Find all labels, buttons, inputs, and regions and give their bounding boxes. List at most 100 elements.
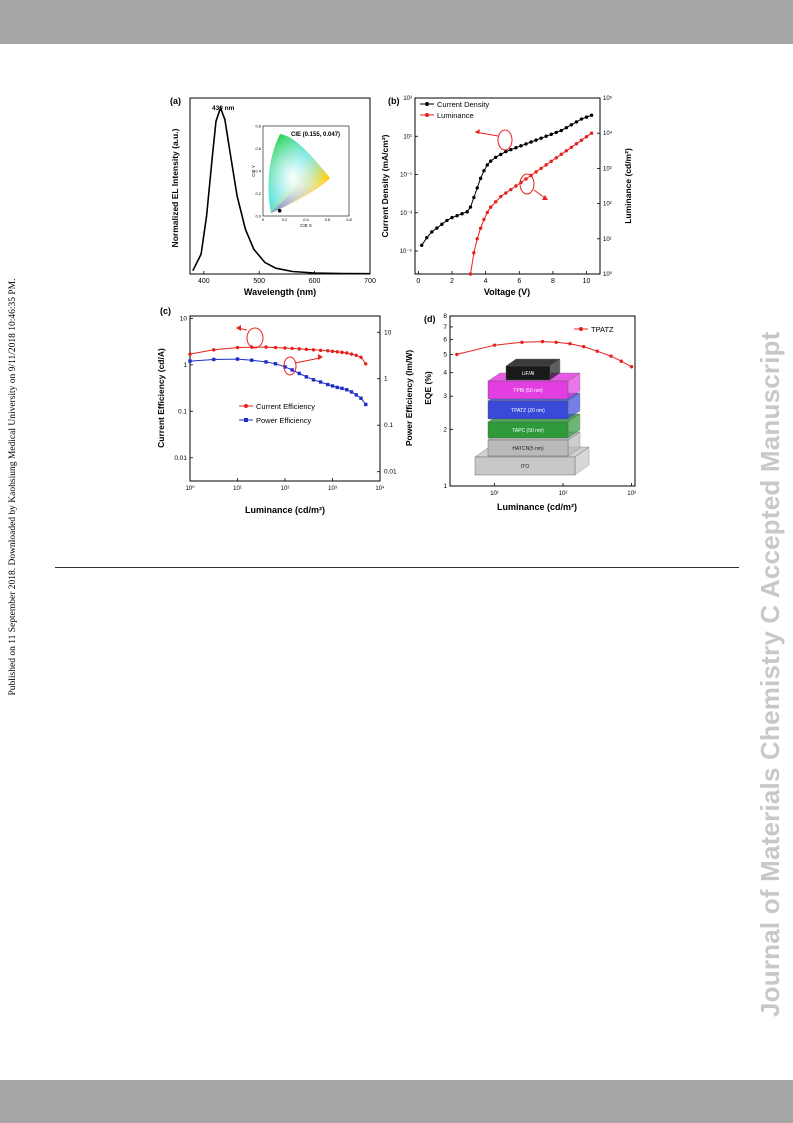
cie-x-tick-label: 0.6 [325, 217, 331, 222]
panel-b-data-point [574, 142, 579, 146]
cie-y-tick-label: 0.4 [255, 169, 261, 174]
panel-c-data-point [188, 359, 192, 363]
panel-c-y-right-tick-label: 10 [384, 329, 392, 336]
panel-c-y-axis-label: Current Efficiency (cd/A) [156, 348, 166, 448]
panel-c-y-tick-label: 10 [180, 315, 188, 322]
panel-b-data-point [564, 149, 569, 153]
panel-d-y-tick-label: 2 [443, 426, 447, 433]
panel-b-data-point [475, 186, 479, 190]
panel-c-data-point [273, 345, 278, 350]
panel-d-data-point [554, 340, 558, 344]
panel-c-current-ellipse [246, 327, 264, 349]
panel-b-data-point [472, 195, 476, 200]
panel-b-data-point [569, 123, 574, 127]
panel-b-data-point [485, 210, 490, 215]
panel-d-x-tick-label: 10³ [627, 491, 636, 497]
panel-c-data-point [264, 360, 268, 364]
panel-d-data-point [568, 342, 572, 346]
separator-line [55, 567, 739, 568]
device-layer-front [487, 439, 569, 457]
panel-c-right-arrowhead [318, 354, 323, 360]
panel-b-series-line [421, 114, 592, 246]
panel-b-y-tick-label: 10⁻⁵ [400, 248, 413, 255]
cie-white-region [268, 134, 330, 213]
cie-x-tick-label: 0.2 [282, 217, 288, 222]
cie-coordinate-point [277, 208, 282, 213]
panel-c-legend-marker-current [244, 404, 248, 408]
panel-c-legend-current: Current Efficiency [256, 402, 315, 411]
panel-c-data-point [364, 362, 368, 366]
panel-b-data-point [574, 120, 579, 124]
panel-b-data-point [488, 205, 493, 209]
panel-d-data-point [520, 340, 524, 344]
panel-d-legend-tpatz: TPATZ [591, 325, 614, 334]
device-layer-label: HATCN(5 nm) [512, 446, 544, 452]
panel-c-data-point [235, 345, 240, 350]
panel-b-data-point [584, 135, 589, 139]
cie-y-label: CIE Y [251, 165, 256, 177]
panel-c-y-right-tick-label: 1 [384, 376, 388, 383]
panel-b-x-tick-label: 0 [416, 278, 420, 285]
panel-b-left-arrowhead [475, 129, 480, 134]
panel-c-data-point [354, 353, 358, 358]
panel-b-data-point [589, 113, 594, 117]
panel-c-data-point [212, 348, 216, 352]
panel-b-data-point [569, 145, 574, 149]
panel-d-data-point [540, 339, 545, 344]
panel-c-data-point [188, 352, 192, 356]
panel-b-data-point [482, 217, 486, 222]
panel-c-data-point [311, 378, 316, 382]
panel-b-data-point [544, 134, 548, 138]
panel-b-y-tick-label: 10³ [403, 96, 412, 102]
panel-d-data-point [455, 352, 459, 357]
device-layer-label: LiF/Al [522, 371, 535, 377]
panel-b-y-right-tick-label: 10⁵ [603, 95, 613, 102]
cie-y-tick-label: 0.0 [255, 214, 261, 219]
panel-c-data-point [283, 346, 287, 350]
panel-d-y-tick-label: 7 [443, 324, 447, 331]
panel-d-y-tick-label: 8 [443, 313, 447, 320]
panel-b-legend-marker-current [425, 102, 429, 106]
panel-b-data-point [499, 194, 503, 199]
cie-y-tick-label: 0.2 [255, 191, 261, 196]
panel-b-x-tick-label: 4 [484, 278, 488, 285]
panel-b-data-point [499, 152, 503, 157]
panel-b-data-point [450, 215, 454, 220]
cie-inset: CIE (0.155, 0.047) CIE X CIE Y 0 0.2 0.4 0.… [251, 118, 356, 228]
panel-b-y-right-tick-label: 10¹ [603, 237, 612, 243]
panel-c-data-point [318, 380, 323, 384]
panel-b-y-tick-label: 10¹ [403, 134, 412, 140]
panel-d-legend-marker [579, 327, 583, 331]
panel-b-data-point [488, 159, 493, 163]
panel-a-label: (a) [170, 96, 181, 106]
panel-c-x-tick-label: 10⁴ [375, 485, 385, 492]
panel-b-x-tick-label: 6 [517, 278, 521, 285]
panel-b-y-axis-label: Current Density (mA/cm²) [380, 134, 390, 237]
panel-b-data-point [514, 184, 518, 188]
panel-d: (d) 10¹ 10² 10³ 8 7 6 5 4 3 2 1 TPATZ ITO HATCN(5 n… [423, 313, 636, 512]
device-layer-label: TPBi (50 nm) [513, 388, 543, 394]
panel-c-data-point [340, 386, 344, 391]
panel-b-data-point [529, 140, 533, 144]
panel-b-data-point [455, 213, 459, 218]
figure: (a) 400 500 600 700 430 nm Wavelength (nm) … [150, 88, 650, 533]
panel-d-y-tick-label: 1 [443, 483, 447, 490]
panel-b-data-point [504, 149, 508, 154]
panel-b-data-point [504, 191, 508, 195]
panel-b-data-point [435, 226, 439, 230]
panel-c-right-arrow [294, 357, 321, 364]
panel-b-data-point [420, 243, 424, 248]
panel-b-data-point [465, 210, 469, 214]
panel-b-legend-marker-luminance [425, 113, 429, 117]
panel-c-data-point [354, 393, 358, 397]
device-stack-diagram: ITO HATCN(5 nm) TAPC (50 nm) TPATZ (20 nm) T… [474, 358, 590, 476]
panel-c-data-point [304, 375, 309, 379]
panel-c-y-tick-label: 0.01 [174, 455, 187, 462]
panel-d-y-tick-label: 6 [443, 337, 447, 344]
panel-d-data-point [619, 359, 623, 363]
panel-b-data-point [579, 117, 584, 121]
cie-x-label: CIE X [300, 223, 312, 228]
panel-c-legend-power: Power Efficiency [256, 416, 312, 425]
panel-b-data-point [559, 128, 564, 133]
panel-c-data-point [283, 365, 287, 369]
